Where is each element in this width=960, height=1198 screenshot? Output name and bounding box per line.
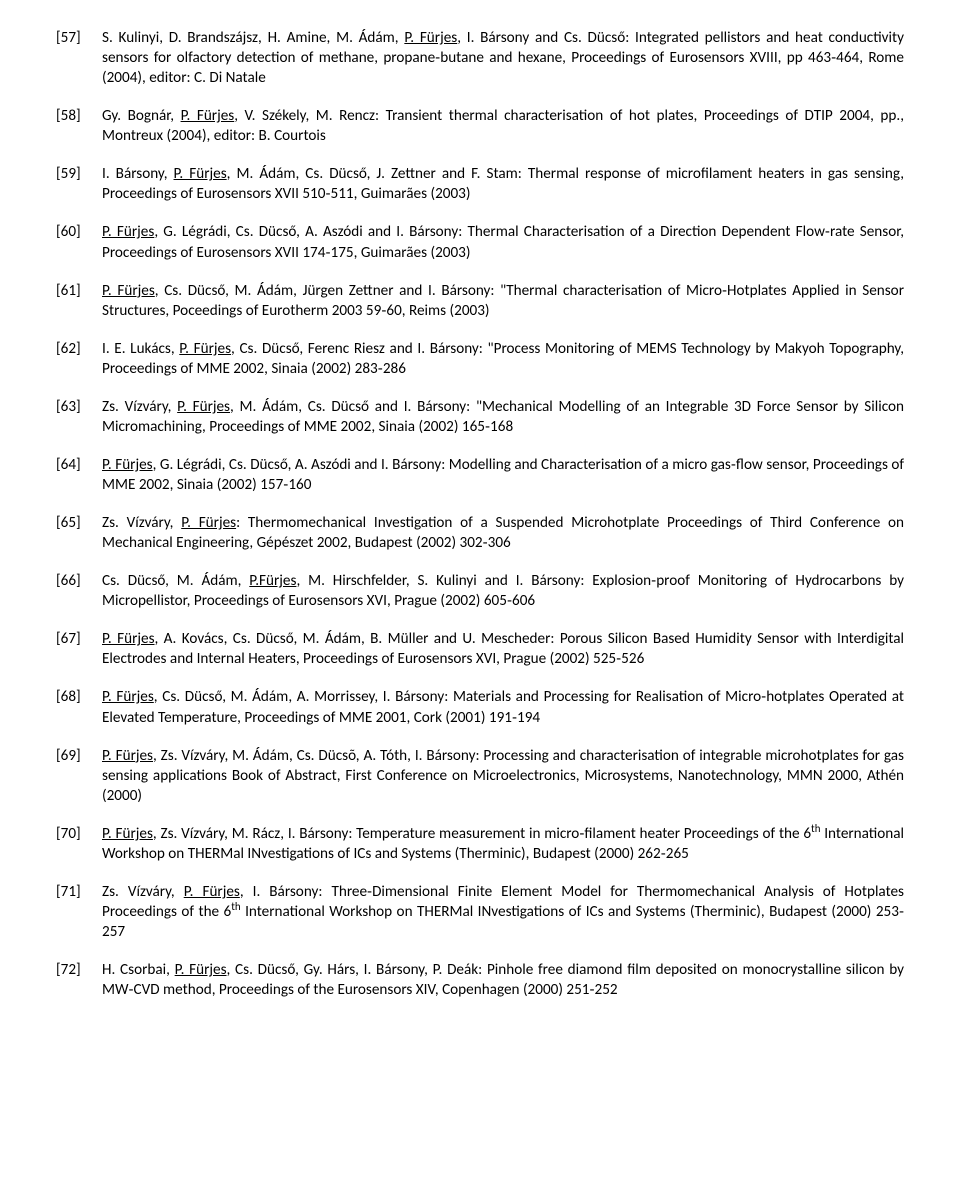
reference-segment: P. Fürjes bbox=[179, 340, 231, 358]
reference-text: Gy. Bognár, P. Fürjes, V. Székely, M. Re… bbox=[102, 106, 904, 146]
reference-segment: Zs. Vízváry, bbox=[102, 514, 181, 532]
reference-segment: , Zs. Vízváry, M. Ádám, Cs. Dücsõ, A. Tó… bbox=[102, 747, 904, 805]
reference-number: [67] bbox=[56, 629, 102, 669]
reference-segment: , Cs. Dücső, M. Ádám, A. Morrissey, I. B… bbox=[102, 688, 904, 726]
reference-item: [60]P. Fürjes, G. Légrádi, Cs. Dücső, A.… bbox=[56, 222, 904, 262]
reference-text: P. Fürjes, G. Légrádi, Cs. Dücső, A. Asz… bbox=[102, 222, 904, 262]
reference-item: [63]Zs. Vízváry, P. Fürjes, M. Ádám, Cs.… bbox=[56, 397, 904, 437]
reference-segment: P. Fürjes bbox=[175, 961, 227, 979]
reference-number: [64] bbox=[56, 455, 102, 495]
reference-number: [59] bbox=[56, 164, 102, 204]
reference-item: [65]Zs. Vízváry, P. Fürjes: Thermomechan… bbox=[56, 513, 904, 553]
reference-item: [58]Gy. Bognár, P. Fürjes, V. Székely, M… bbox=[56, 106, 904, 146]
reference-item: [67]P. Fürjes, A. Kovács, Cs. Dücső, M. … bbox=[56, 629, 904, 669]
reference-text: P. Fürjes, Zs. Vízváry, M. Rácz, I. Bárs… bbox=[102, 824, 904, 864]
reference-number: [71] bbox=[56, 882, 102, 942]
reference-segment: , G. Légrádi, Cs. Dücső, A. Aszódi and I… bbox=[102, 456, 904, 494]
reference-segment: , Zs. Vízváry, M. Rácz, I. Bársony: Temp… bbox=[153, 825, 811, 843]
reference-item: [66]Cs. Dücső, M. Ádám, P.Fürjes, M. Hir… bbox=[56, 571, 904, 611]
reference-item: [59]I. Bársony, P. Fürjes, M. Ádám, Cs. … bbox=[56, 164, 904, 204]
reference-number: [62] bbox=[56, 339, 102, 379]
reference-number: [57] bbox=[56, 28, 102, 88]
reference-text: P. Fürjes, G. Légrádi, Cs. Dücső, A. Asz… bbox=[102, 455, 904, 495]
reference-item: [64]P. Fürjes, G. Légrádi, Cs. Dücső, A.… bbox=[56, 455, 904, 495]
reference-segment: Cs. Dücső, M. Ádám, bbox=[102, 572, 249, 590]
reference-text: Zs. Vízváry, P. Fürjes: Thermomechanical… bbox=[102, 513, 904, 553]
reference-item: [57]S. Kulinyi, D. Brandszájsz, H. Amine… bbox=[56, 28, 904, 88]
reference-segment: P. Fürjes bbox=[181, 514, 236, 532]
reference-text: P. Fürjes, Cs. Dücső, M. Ádám, A. Morris… bbox=[102, 687, 904, 727]
reference-segment: P. Fürjes bbox=[102, 688, 154, 706]
reference-segment: P. Fürjes bbox=[404, 29, 457, 47]
reference-text: H. Csorbai, P. Fürjes, Cs. Dücső, Gy. Há… bbox=[102, 960, 904, 1000]
reference-number: [66] bbox=[56, 571, 102, 611]
reference-segment: P.Fürjes bbox=[249, 572, 296, 590]
reference-number: [72] bbox=[56, 960, 102, 1000]
reference-segment: P. Fürjes bbox=[174, 165, 227, 183]
reference-segment: Gy. Bognár, bbox=[102, 107, 181, 125]
reference-number: [63] bbox=[56, 397, 102, 437]
reference-text: I. Bársony, P. Fürjes, M. Ádám, Cs. Dücs… bbox=[102, 164, 904, 204]
reference-text: Zs. Vízváry, P. Fürjes, M. Ádám, Cs. Düc… bbox=[102, 397, 904, 437]
reference-segment: P. Fürjes bbox=[102, 630, 155, 648]
reference-text: Zs. Vízváry, P. Fürjes, I. Bársony: Thre… bbox=[102, 882, 904, 942]
reference-segment: Zs. Vízváry, bbox=[102, 398, 177, 416]
reference-segment: I. Bársony, bbox=[102, 165, 174, 183]
reference-segment: P. Fürjes bbox=[184, 883, 240, 901]
reference-item: [68]P. Fürjes, Cs. Dücső, M. Ádám, A. Mo… bbox=[56, 687, 904, 727]
reference-segment: th bbox=[231, 903, 240, 921]
reference-number: [61] bbox=[56, 281, 102, 321]
reference-text: Cs. Dücső, M. Ádám, P.Fürjes, M. Hirschf… bbox=[102, 571, 904, 611]
reference-item: [61]P. Fürjes, Cs. Dücső, M. Ádám, Jürge… bbox=[56, 281, 904, 321]
reference-item: [62]I. E. Lukács, P. Fürjes, Cs. Dücső, … bbox=[56, 339, 904, 379]
reference-item: [70]P. Fürjes, Zs. Vízváry, M. Rácz, I. … bbox=[56, 824, 904, 864]
reference-number: [58] bbox=[56, 106, 102, 146]
reference-segment: , Cs. Dücső, M. Ádám, Jürgen Zettner and… bbox=[102, 282, 904, 320]
reference-number: [68] bbox=[56, 687, 102, 727]
reference-segment: H. Csorbai, bbox=[102, 961, 175, 979]
reference-segment: P. Fürjes bbox=[102, 223, 154, 241]
reference-text: P. Fürjes, Zs. Vízváry, M. Ádám, Cs. Düc… bbox=[102, 746, 904, 806]
reference-number: [60] bbox=[56, 222, 102, 262]
reference-segment: S. Kulinyi, D. Brandszájsz, H. Amine, M.… bbox=[102, 29, 404, 47]
reference-segment: P. Fürjes bbox=[102, 456, 153, 474]
reference-segment: P. Fürjes bbox=[181, 107, 235, 125]
reference-item: [71]Zs. Vízváry, P. Fürjes, I. Bársony: … bbox=[56, 882, 904, 942]
reference-text: S. Kulinyi, D. Brandszájsz, H. Amine, M.… bbox=[102, 28, 904, 88]
reference-segment: P. Fürjes bbox=[102, 282, 155, 300]
reference-segment: , A. Kovács, Cs. Dücső, M. Ádám, B. Müll… bbox=[102, 630, 904, 668]
reference-segment: Zs. Vízváry, bbox=[102, 883, 184, 901]
reference-segment: I. E. Lukács, bbox=[102, 340, 179, 358]
reference-text: P. Fürjes, Cs. Dücső, M. Ádám, Jürgen Ze… bbox=[102, 281, 904, 321]
reference-number: [65] bbox=[56, 513, 102, 553]
reference-segment: P. Fürjes bbox=[177, 398, 230, 416]
reference-list: [57]S. Kulinyi, D. Brandszájsz, H. Amine… bbox=[56, 28, 904, 1000]
reference-item: [72]H. Csorbai, P. Fürjes, Cs. Dücső, Gy… bbox=[56, 960, 904, 1000]
reference-text: P. Fürjes, A. Kovács, Cs. Dücső, M. Ádám… bbox=[102, 629, 904, 669]
reference-segment: P. Fürjes bbox=[102, 825, 153, 843]
reference-number: [70] bbox=[56, 824, 102, 864]
reference-segment: P. Fürjes bbox=[102, 747, 153, 765]
reference-number: [69] bbox=[56, 746, 102, 806]
reference-segment: , G. Légrádi, Cs. Dücső, A. Aszódi and I… bbox=[102, 223, 904, 261]
reference-text: I. E. Lukács, P. Fürjes, Cs. Dücső, Fere… bbox=[102, 339, 904, 379]
reference-item: [69]P. Fürjes, Zs. Vízváry, M. Ádám, Cs.… bbox=[56, 746, 904, 806]
